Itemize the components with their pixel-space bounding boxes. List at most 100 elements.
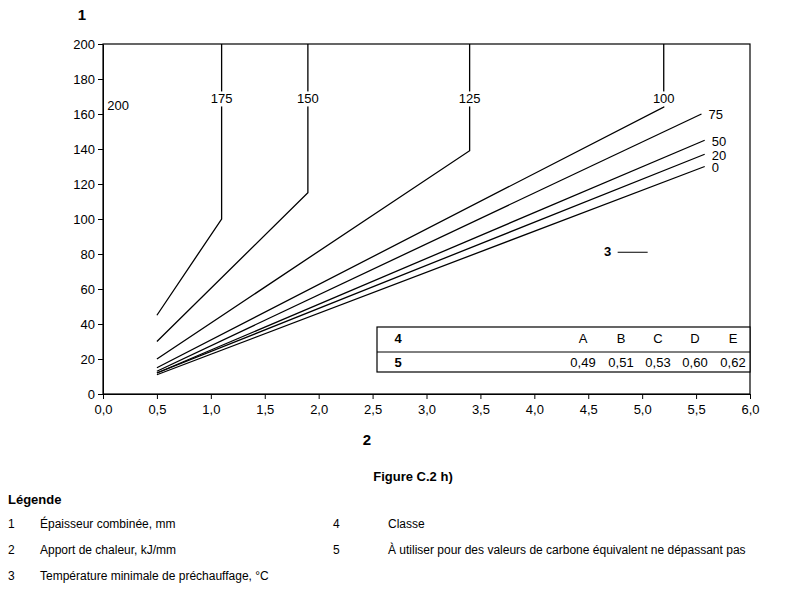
temperature-line [157, 44, 470, 359]
x-tick-label: 3,0 [418, 402, 436, 417]
notes-text: À utiliser pour des valeurs de carbone é… [388, 542, 746, 557]
inset-cell: E [729, 331, 738, 346]
inset-cell: 0,60 [682, 355, 707, 370]
y-axis: 0 20 40 60 80 100 120 140 160 180 200 [73, 37, 103, 402]
inset-cell: A [579, 331, 588, 346]
x-tick-mark [211, 394, 212, 399]
notes-text: Épaisseur combinée, mm [40, 516, 175, 531]
x-tick-label: 1,5 [256, 402, 274, 417]
y-tick-label: 60 [81, 282, 95, 297]
inset-cell: D [690, 331, 699, 346]
y-tick: 140 [73, 142, 103, 157]
y-tick-mark [98, 394, 103, 395]
annotation-leader [618, 252, 648, 253]
x-tick: 5,0 [634, 394, 652, 417]
y-tick-mark [98, 79, 103, 80]
x-tick-mark [373, 394, 374, 399]
y-tick-mark [98, 114, 103, 115]
x-tick: 3,5 [472, 394, 490, 417]
y-tick: 0 [88, 387, 103, 402]
y-tick-label: 40 [81, 317, 95, 332]
inset-table-frame [377, 327, 750, 372]
notes-text: Classe [388, 517, 425, 531]
y-axis-line [103, 45, 104, 395]
x-tick-label: 5,0 [634, 402, 652, 417]
inset-table: 4ABCDE50,490,510,530,600,62 [377, 327, 750, 372]
x-tick-label: 0,0 [94, 402, 112, 417]
lines [157, 44, 705, 375]
y-tick: 120 [73, 177, 103, 192]
x-tick-mark [480, 394, 481, 399]
inset-table-separator [377, 352, 750, 353]
line-label: 100 [653, 91, 675, 106]
notes-key: 3 [8, 569, 15, 583]
line-label: 150 [297, 91, 319, 106]
notes-key: 1 [8, 517, 15, 531]
y-tick: 80 [81, 247, 103, 262]
y-tick: 40 [81, 317, 103, 332]
x-tick: 0,5 [148, 394, 166, 417]
x-tick-mark [696, 394, 697, 399]
line-label-background [458, 91, 482, 106]
x-tick-mark [157, 394, 158, 399]
x-tick-mark [642, 394, 643, 399]
inset-cell: 0,53 [645, 355, 670, 370]
x-tick: 1,5 [256, 394, 274, 417]
y-tick-label: 20 [81, 352, 95, 367]
inset-cell: 0,62 [720, 355, 745, 370]
line-label-background [210, 91, 234, 106]
line-label: 0 [712, 160, 719, 175]
annotation: 200 [107, 98, 129, 113]
x-tick-mark [103, 394, 104, 399]
annotation: 3 [604, 244, 611, 259]
y-tick-label: 120 [73, 177, 95, 192]
y-tick-mark [98, 149, 103, 150]
y-tick-mark [98, 44, 103, 45]
plot-frame [103, 44, 750, 394]
y-tick-mark [98, 359, 103, 360]
x-tick-label: 0,5 [148, 402, 166, 417]
y-tick-mark [98, 324, 103, 325]
notes-key: 5 [333, 543, 340, 557]
x-tick-label: 4,5 [580, 402, 598, 417]
notes-title: Légende [8, 492, 61, 507]
y-tick-label: 0 [88, 387, 95, 402]
y-tick-label: 200 [73, 37, 95, 52]
line-label: 175 [211, 91, 233, 106]
temperature-line [157, 44, 222, 315]
y-tick-label: 80 [81, 247, 95, 262]
x-tick: 4,5 [580, 394, 598, 417]
line-labels: 1751501251007550200 [210, 91, 726, 175]
inset-row-key: 5 [394, 355, 401, 370]
x-tick-label: 2,5 [364, 402, 382, 417]
line-label: 50 [712, 134, 726, 149]
inset-cell: C [653, 331, 662, 346]
inset-cell: 0,49 [570, 355, 595, 370]
x-tick-mark [534, 394, 535, 399]
notes-key: 4 [333, 517, 340, 531]
notes-text: Apport de chaleur, kJ/mm [40, 543, 176, 557]
y-tick-label: 140 [73, 142, 95, 157]
x-tick: 4,0 [526, 394, 544, 417]
temperature-line [157, 44, 308, 342]
x-tick-mark [588, 394, 589, 399]
x-tick: 5,5 [688, 394, 706, 417]
y-tick: 100 [73, 212, 103, 227]
chart-svg: 0,00,51,01,52,02,53,03,54,04,55,05,56,00… [0, 0, 799, 592]
x-axis-title: 2 [363, 431, 371, 448]
line-label: 125 [459, 91, 481, 106]
x-tick: 3,0 [418, 394, 436, 417]
line-label-background [296, 91, 320, 106]
y-tick-label: 160 [73, 107, 95, 122]
y-tick: 60 [81, 282, 103, 297]
chart-root: 0,00,51,01,52,02,53,03,54,04,55,05,56,00… [0, 0, 799, 592]
x-tick-label: 4,0 [526, 402, 544, 417]
y-tick-mark [98, 219, 103, 220]
x-tick-label: 1,0 [202, 402, 220, 417]
x-tick: 2,0 [310, 394, 328, 417]
y-tick-mark [98, 289, 103, 290]
y-tick: 180 [73, 72, 103, 87]
y-tick-mark [98, 184, 103, 185]
x-tick-label: 5,5 [688, 402, 706, 417]
line-label: 75 [708, 107, 722, 122]
